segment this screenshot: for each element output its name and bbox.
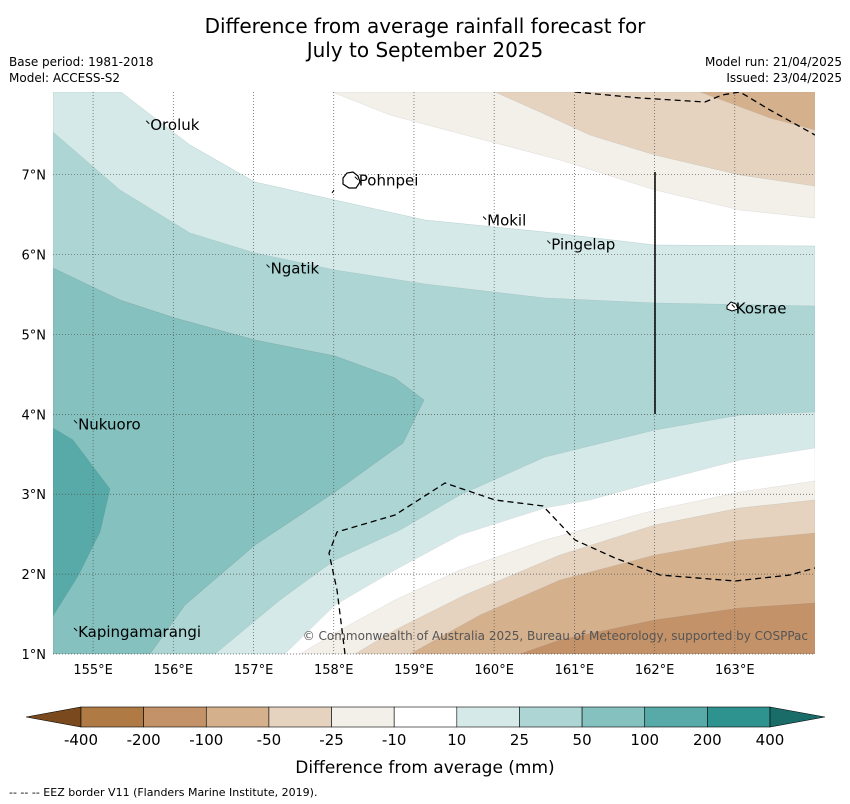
lat-tick-label: 6°N [22, 249, 47, 264]
meta-right: Model run: 21/04/2025 Issued: 23/04/2025 [705, 54, 842, 86]
contour-50-100 [53, 267, 425, 654]
place-marker [266, 264, 270, 268]
lon-tick-label: 158°E [314, 663, 354, 678]
place-label-pingelap: Pingelap [551, 236, 615, 254]
contour-fields [53, 92, 815, 654]
colorbar-segment [519, 706, 583, 728]
place-labels: Oroluk Pohnpei Mokil Pingelap Ngatik Kosrae Nu… [73, 116, 787, 641]
colorbar: -400 -200 -100 -50 -25 -10 10 25 50 100 200 400 [25, 706, 826, 749]
lon-tick-label: 163°E [715, 663, 755, 678]
lon-tick-label: 161°E [555, 663, 595, 678]
eez-border-north [574, 92, 815, 136]
place-label-mokil: Mokil [487, 212, 526, 230]
colorbar-segment [331, 706, 395, 728]
place-marker [73, 627, 78, 632]
issued-date: Issued: 23/04/2025 [726, 71, 842, 85]
lon-tick-label: 159°E [394, 663, 434, 678]
chart-title: Difference from average rainfall forecas… [0, 14, 850, 62]
axis-labels: 155°E 156°E 157°E 158°E 159°E 160°E 161°E 162°E… [22, 169, 755, 678]
contour-100-200 [53, 427, 111, 617]
colorbar-segment [393, 706, 458, 728]
place-label-kapingamarangi: Kapingamarangi [78, 623, 201, 641]
colorbar-tick-label: -10 [382, 731, 407, 749]
pohnpei-island-outline [342, 171, 361, 189]
place-label-pohnpei: Pohnpei [359, 172, 419, 190]
colorbar-tick-label: 25 [510, 731, 529, 749]
colorbar-tick-label: -100 [189, 731, 223, 749]
colorbar-tick-label: -50 [257, 731, 282, 749]
contour-neg50-neg100-north [699, 92, 815, 131]
place-label-oroluk: Oroluk [150, 116, 199, 134]
colorbar-tick-label: -200 [127, 731, 161, 749]
colorbar-tick-label: 100 [630, 731, 659, 749]
colorbar-segment [205, 706, 270, 728]
eez-border-south [328, 482, 815, 654]
colorbar-tick-label: 10 [447, 731, 466, 749]
place-marker [73, 419, 78, 424]
kosrae-island-outline [726, 301, 739, 312]
place-marker [731, 304, 736, 308]
lon-tick-label: 160°E [474, 663, 514, 678]
ant-atoll-mark [331, 189, 335, 194]
rainfall-map: Oroluk Pohnpei Mokil Pingelap Ngatik Kosrae Nu… [22, 92, 826, 778]
colorbar-segment [644, 706, 708, 728]
lat-tick-label: 7°N [22, 169, 47, 184]
colorbar-tick-label: 400 [756, 731, 785, 749]
lat-tick-label: 1°N [22, 648, 47, 663]
lat-tick-label: 3°N [22, 488, 47, 503]
copyright-text: © Commonwealth of Australia 2025, Bureau… [303, 629, 808, 643]
place-marker [482, 216, 487, 220]
colorbar-segment [143, 706, 207, 728]
colorbar-tick-label: 200 [693, 731, 722, 749]
colorbar-tick-label: -400 [64, 731, 98, 749]
colorbar-title: Difference from average (mm) [295, 758, 554, 778]
colorbar-arrow-right [769, 706, 826, 728]
colorbar-segment [456, 706, 520, 728]
place-marker [354, 176, 359, 181]
base-period: Base period: 1981-2018 [9, 55, 154, 69]
model-run: Model run: 21/04/2025 [704, 55, 842, 69]
title-line-1: Difference from average rainfall forecas… [204, 14, 646, 38]
lon-tick-label: 155°E [73, 663, 113, 678]
place-label-ngatik: Ngatik [271, 260, 320, 278]
colorbar-tick-label: -25 [319, 731, 344, 749]
meta-left: Base period: 1981-2018 Model: ACCESS-S2 [9, 54, 154, 86]
colorbar-arrow-left [25, 706, 82, 728]
lon-tick-label: 156°E [154, 663, 194, 678]
colorbar-tick-label: 50 [573, 731, 592, 749]
model-name: Model: ACCESS-S2 [9, 71, 121, 85]
eez-borders [328, 92, 815, 654]
contour-neg25-neg50-north [494, 92, 815, 187]
lon-tick-label: 157°E [234, 663, 274, 678]
title-line-2: July to September 2025 [306, 38, 544, 62]
place-marker [546, 240, 551, 244]
lat-tick-label: 4°N [22, 408, 47, 423]
contour-neg100-neg200-south [519, 602, 815, 654]
eez-footnote: -- -- -- EEZ border V11 (Flanders Marine… [9, 786, 318, 799]
colorbar-segment [581, 706, 646, 728]
colorbar-segment [707, 706, 771, 728]
colorbar-segment [80, 706, 144, 728]
place-label-nukuoro: Nukuoro [78, 415, 141, 433]
lat-tick-label: 2°N [22, 568, 47, 583]
place-label-kosrae: Kosrae [736, 299, 787, 317]
lon-tick-label: 162°E [635, 663, 675, 678]
lat-tick-label: 5°N [22, 328, 47, 343]
colorbar-segment [268, 706, 332, 728]
place-marker [145, 120, 150, 125]
